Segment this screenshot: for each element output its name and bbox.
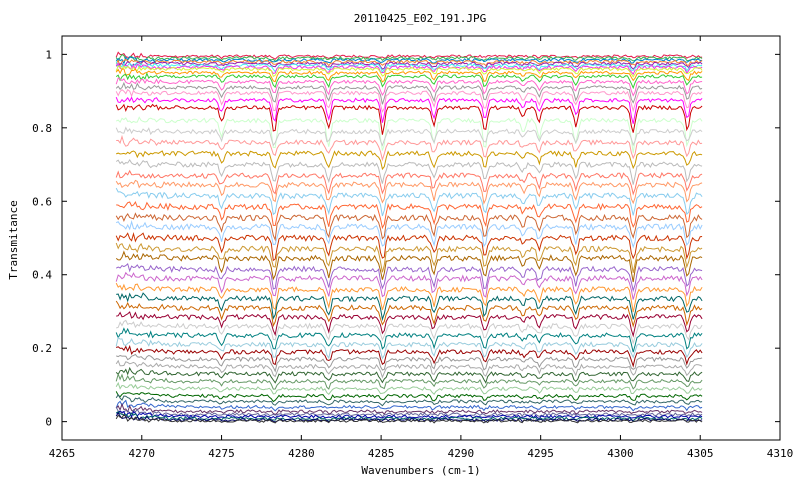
y-tick-label: 0.2	[32, 342, 52, 355]
spectrum-series-26	[115, 232, 703, 262]
y-tick-label: 0.6	[32, 195, 52, 208]
x-tick-label: 4290	[448, 447, 475, 460]
spectrum-series-41	[115, 366, 703, 384]
spectrum-series-16	[115, 126, 703, 147]
spectrum-series-31	[115, 282, 703, 313]
x-tick-label: 4305	[687, 447, 714, 460]
spectrum-series-37	[115, 336, 703, 360]
spectrum-series-8	[115, 68, 703, 83]
spectrum-series-36	[115, 327, 703, 353]
spectrum-series-45	[115, 393, 703, 407]
spectrum-series-32	[116, 292, 703, 322]
spectrum-series-5	[115, 61, 703, 74]
x-tick-label: 4270	[129, 447, 156, 460]
spectrum-series-52	[115, 413, 703, 424]
x-tick-label: 4310	[767, 447, 794, 460]
spectrum-series-3	[115, 58, 703, 68]
x-tick-label: 4295	[527, 447, 554, 460]
x-tick-label: 4280	[288, 447, 315, 460]
spectrum-series-24	[115, 212, 703, 242]
spectrum-series-12	[115, 88, 703, 113]
y-tick-label: 0	[45, 416, 52, 429]
spectrum-series-4	[116, 60, 703, 70]
spectrum-series-44	[115, 391, 703, 403]
spectrum-series-30	[115, 271, 703, 300]
spectrum-series-33	[115, 300, 703, 328]
plot-frame	[61, 35, 781, 441]
x-tick-label: 4265	[49, 447, 76, 460]
y-tick-label: 0.8	[32, 122, 52, 135]
x-tick-label: 4275	[208, 447, 235, 460]
spectrum-series-19	[115, 158, 703, 185]
spectrum-series-21	[115, 179, 703, 205]
spectrum-series-35	[116, 319, 703, 345]
y-axis-label: Transmitance	[7, 200, 20, 279]
x-axis-ticks: 4265 4270 4275 4280 4285 4290 4295 4300 4305 4310	[49, 36, 794, 460]
series-layer	[115, 51, 703, 424]
y-tick-label: 1	[45, 48, 52, 61]
spectrum-series-11	[115, 81, 703, 105]
spectrum-series-46	[115, 399, 703, 412]
spectrum-series-10	[115, 77, 703, 97]
spectrum-series-23	[116, 201, 703, 230]
chart-title: 20110425_E02_191.JPG	[354, 12, 486, 25]
spectrum-series-15	[115, 116, 703, 154]
y-tick-label: 0.4	[32, 269, 52, 282]
spectrum-series-34	[116, 311, 703, 338]
spectrum-series-7	[115, 65, 703, 78]
spectrum-series-13	[115, 96, 703, 124]
spectrum-series-29	[115, 262, 703, 293]
spectrum-series-17	[116, 134, 703, 162]
spectrum-series-39	[116, 353, 703, 373]
x-axis-label: Wavenumbers (cm-1)	[361, 464, 480, 477]
spectrum-series-42	[115, 372, 703, 390]
y-axis-ticks: 0 0.2 0.4 0.6 0.8 1	[32, 48, 780, 429]
spectrum-series-38	[116, 344, 703, 368]
spectrum-series-20	[115, 169, 703, 196]
spectrum-series-22	[115, 187, 703, 217]
spectrum-series-48	[115, 406, 703, 418]
spectrum-series-9	[115, 72, 703, 90]
spectrum-series-49	[116, 410, 703, 420]
spectrum-series-50	[115, 411, 703, 422]
spectrum-series-14	[115, 103, 703, 135]
spectrum-series-28	[115, 250, 703, 283]
spectrum-series-25	[116, 220, 703, 249]
x-tick-label: 4300	[607, 447, 634, 460]
spectrum-series-43	[115, 381, 703, 396]
spectrum-series-18	[116, 150, 703, 171]
x-tick-label: 4285	[368, 447, 395, 460]
spectrum-series-47	[115, 402, 703, 416]
spectrum-series-27	[115, 242, 703, 273]
spectrum-series-40	[115, 359, 703, 379]
